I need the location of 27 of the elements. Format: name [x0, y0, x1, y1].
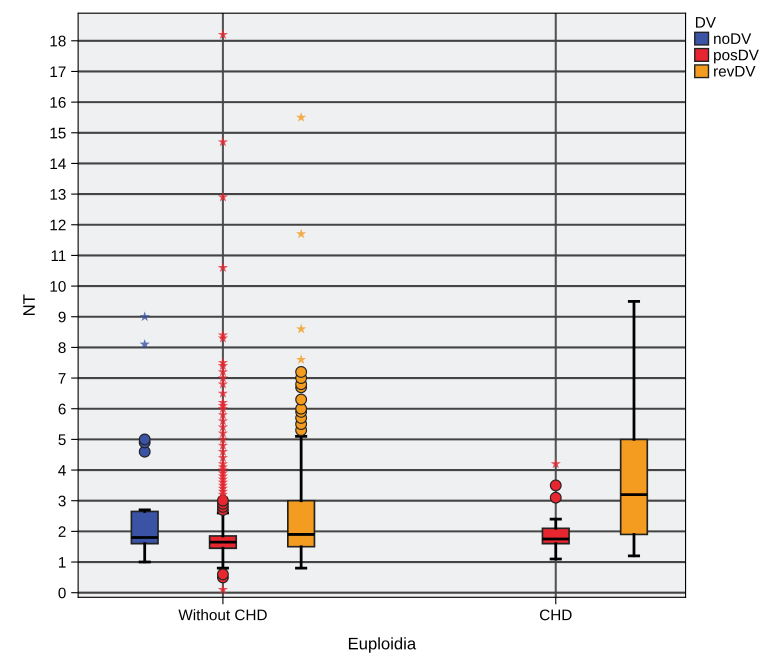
legend-label: noDV	[714, 33, 752, 44]
y-tick-label: 14	[50, 158, 66, 169]
x-tick-label: CHD	[540, 610, 572, 620]
y-tick-label: 7	[58, 373, 66, 384]
legend-label: revDV	[714, 66, 756, 77]
y-tick-label: 18	[50, 36, 66, 46]
y-tick-label: 6	[58, 404, 66, 414]
y-tick-label: 17	[50, 66, 66, 77]
x-tick-label: Without CHD	[178, 609, 267, 620]
y-tick-label: 12	[50, 220, 66, 230]
legend-title: DV	[696, 17, 716, 28]
y-tick-label: 13	[50, 188, 66, 200]
x-axis-title: Euploidia	[348, 637, 416, 653]
y-tick-label: 2	[58, 526, 66, 537]
y-tick-label: 1	[58, 557, 66, 568]
y-tick-label: 3	[58, 496, 66, 506]
y-tick-label: 15	[50, 128, 66, 138]
y-tick-label: 10	[50, 280, 66, 292]
legend-label: posDV	[714, 50, 759, 64]
y-tick-label: 0	[58, 588, 66, 598]
y-tick-label: 9	[58, 312, 66, 322]
y-tick-label: 4	[58, 465, 66, 476]
y-tick-label: 11	[52, 250, 66, 261]
y-tick-label: 16	[50, 96, 66, 108]
y-tick-label: 5	[58, 434, 66, 446]
y-tick-label: 8	[58, 342, 66, 354]
y-axis-title: NT	[23, 294, 35, 315]
